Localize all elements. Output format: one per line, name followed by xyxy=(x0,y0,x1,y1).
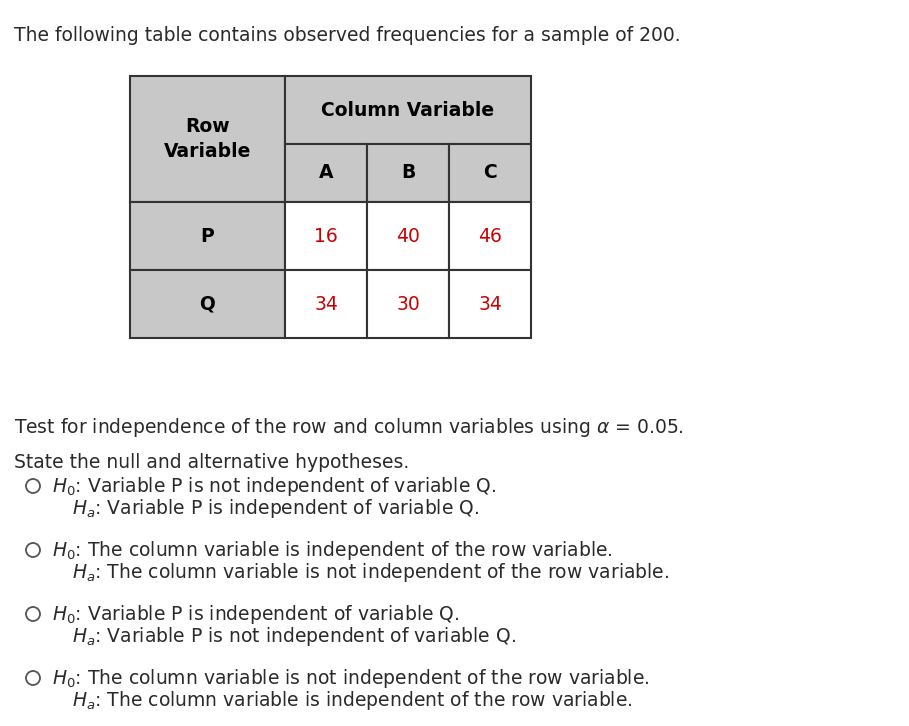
Text: 34: 34 xyxy=(315,295,338,314)
Text: 34: 34 xyxy=(478,295,502,314)
Text: 46: 46 xyxy=(478,227,502,245)
Text: C: C xyxy=(483,163,497,182)
Text: 16: 16 xyxy=(315,227,338,245)
Bar xyxy=(367,144,449,202)
Text: $H_0$: Variable P is independent of variable Q.: $H_0$: Variable P is independent of vari… xyxy=(52,603,460,626)
Bar xyxy=(130,76,285,202)
Text: Row
Variable: Row Variable xyxy=(164,117,251,161)
Text: A: A xyxy=(319,163,334,182)
Text: Test for independence of the row and column variables using $\alpha$ = 0.05.: Test for independence of the row and col… xyxy=(14,416,684,439)
Text: 30: 30 xyxy=(396,295,420,314)
Text: Q: Q xyxy=(200,295,215,314)
Bar xyxy=(130,202,285,270)
Text: The following table contains observed frequencies for a sample of 200.: The following table contains observed fr… xyxy=(14,26,681,45)
Text: B: B xyxy=(401,163,415,182)
Text: $H_a$: Variable P is independent of variable Q.: $H_a$: Variable P is independent of vari… xyxy=(72,497,479,520)
Text: $H_a$: Variable P is not independent of variable Q.: $H_a$: Variable P is not independent of … xyxy=(72,624,516,648)
Bar xyxy=(285,76,531,144)
Bar xyxy=(130,270,285,338)
Bar xyxy=(285,202,367,270)
Text: P: P xyxy=(201,227,215,245)
Text: Column Variable: Column Variable xyxy=(322,100,494,120)
Text: $H_a$: The column variable is not independent of the row variable.: $H_a$: The column variable is not indepe… xyxy=(72,560,669,584)
Text: 40: 40 xyxy=(396,227,420,245)
Bar xyxy=(449,270,531,338)
Bar xyxy=(285,144,367,202)
Bar xyxy=(449,202,531,270)
Bar xyxy=(367,270,449,338)
Bar xyxy=(449,144,531,202)
Text: $H_0$: Variable P is not independent of variable Q.: $H_0$: Variable P is not independent of … xyxy=(52,475,496,497)
Bar xyxy=(285,270,367,338)
Text: $H_a$: The column variable is independent of the row variable.: $H_a$: The column variable is independen… xyxy=(72,688,633,711)
Text: $H_0$: The column variable is independent of the row variable.: $H_0$: The column variable is independen… xyxy=(52,539,613,561)
Bar xyxy=(367,202,449,270)
Text: $H_0$: The column variable is not independent of the row variable.: $H_0$: The column variable is not indepe… xyxy=(52,666,650,690)
Text: State the null and alternative hypotheses.: State the null and alternative hypothese… xyxy=(14,453,409,472)
